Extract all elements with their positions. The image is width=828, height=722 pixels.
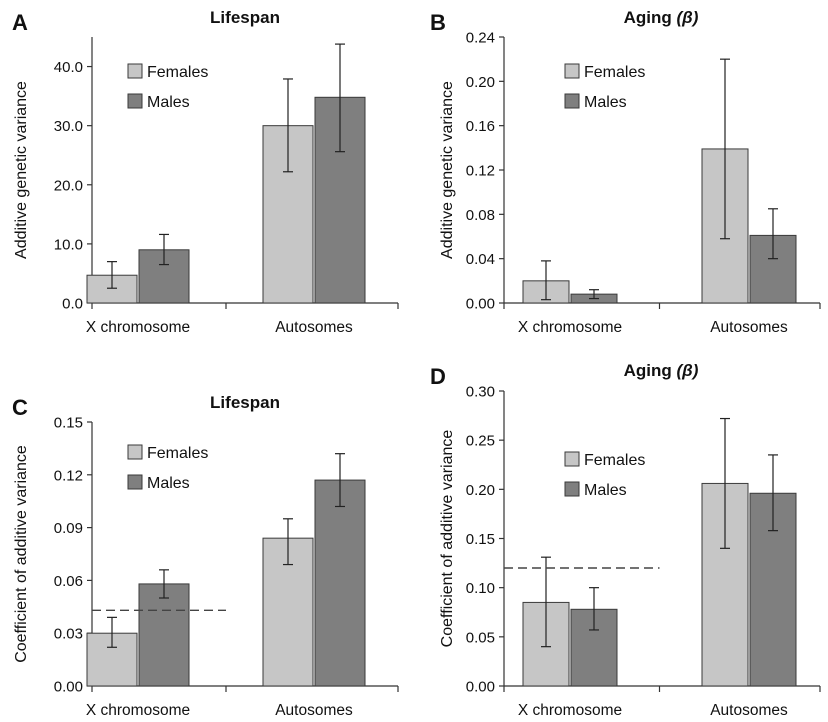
y-tick-label: 40.0 [54, 59, 83, 76]
y-tick-label: 0.20 [466, 482, 495, 499]
y-tick-label: 0.25 [466, 433, 495, 450]
legend-swatch [564, 93, 580, 109]
legend-swatch [127, 63, 143, 79]
x-tick-label: X chromosome [86, 702, 190, 719]
chart-title-greek: (β) [677, 361, 699, 380]
bar-males [138, 249, 190, 304]
y-tick-label: 0.12 [54, 467, 83, 484]
bar-males [138, 583, 190, 687]
y-tick-label: 0.05 [466, 629, 495, 646]
y-tick-label: 0.15 [466, 531, 495, 548]
legend-label: Females [147, 64, 208, 81]
y-tick-label: 20.0 [54, 177, 83, 194]
chart-title-main: Aging [624, 361, 677, 380]
panel-letter: C [12, 395, 28, 420]
chart-title-greek: (β) [677, 8, 699, 27]
legend-swatch [564, 63, 580, 79]
bar-males [314, 479, 366, 687]
legend-swatch [127, 474, 143, 490]
bar-males [749, 234, 797, 304]
legend-label: Females [584, 452, 645, 469]
x-tick-label: Autosomes [275, 319, 353, 336]
y-axis-label: Coefficient of additive variance [13, 445, 30, 663]
y-tick-label: 0.15 [54, 415, 83, 432]
panel-letter: A [12, 10, 28, 35]
panel-c: C Lifespan Coefficient of additive varianc… [12, 393, 399, 719]
y-tick-label: 0.24 [466, 30, 495, 47]
legend-label: Males [584, 94, 627, 111]
y-tick-label: 0.16 [466, 118, 495, 135]
y-tick-label: 0.08 [466, 207, 495, 224]
chart-title: Lifespan [210, 393, 280, 412]
x-tick-label: X chromosome [518, 702, 622, 719]
panel-b: B Aging (β) Additive genetic variance 0.00 0… [430, 8, 821, 336]
x-tick-label: Autosomes [710, 319, 788, 336]
panel-d: D Aging (β) Coefficient of additive varian… [430, 361, 821, 719]
x-tick-label: Autosomes [710, 702, 788, 719]
y-tick-label: 0.00 [466, 679, 495, 696]
legend-swatch [127, 444, 143, 460]
y-tick-label: 0.04 [466, 251, 495, 268]
legend-label: Males [147, 475, 190, 492]
chart-title: Aging (β) [624, 8, 699, 27]
panel-letter: D [430, 364, 446, 389]
legend-label: Males [147, 94, 190, 111]
chart-title: Aging (β) [624, 361, 699, 380]
y-tick-label: 0.00 [54, 679, 83, 696]
y-axis-label: Additive genetic variance [439, 81, 456, 259]
chart-title: Lifespan [210, 8, 280, 27]
y-axis-label: Coefficient of additive variance [439, 430, 456, 648]
legend-swatch [564, 481, 580, 497]
x-tick-label: Autosomes [275, 702, 353, 719]
legend-swatch [564, 451, 580, 467]
y-tick-label: 30.0 [54, 118, 83, 135]
y-tick-label: 0.00 [466, 296, 495, 313]
panel-letter: B [430, 10, 446, 35]
y-tick-label: 0.30 [466, 384, 495, 401]
y-tick-label: 0.09 [54, 520, 83, 537]
y-axis-label: Additive genetic variance [13, 81, 30, 259]
y-tick-label: 0.0 [62, 296, 83, 313]
legend-label: Females [584, 64, 645, 81]
y-tick-label: 10.0 [54, 236, 83, 253]
legend-swatch [127, 93, 143, 109]
y-tick-label: 0.20 [466, 74, 495, 91]
y-tick-label: 0.06 [54, 573, 83, 590]
x-tick-label: X chromosome [86, 319, 190, 336]
y-tick-label: 0.12 [466, 163, 495, 180]
legend-label: Females [147, 445, 208, 462]
y-tick-label: 0.10 [466, 580, 495, 597]
legend-label: Males [584, 482, 627, 499]
x-tick-label: X chromosome [518, 319, 622, 336]
y-tick-label: 0.03 [54, 626, 83, 643]
chart-title-main: Aging [624, 8, 677, 27]
panel-a: A Lifespan Additive genetic variance 0.0 10.… [12, 8, 399, 336]
